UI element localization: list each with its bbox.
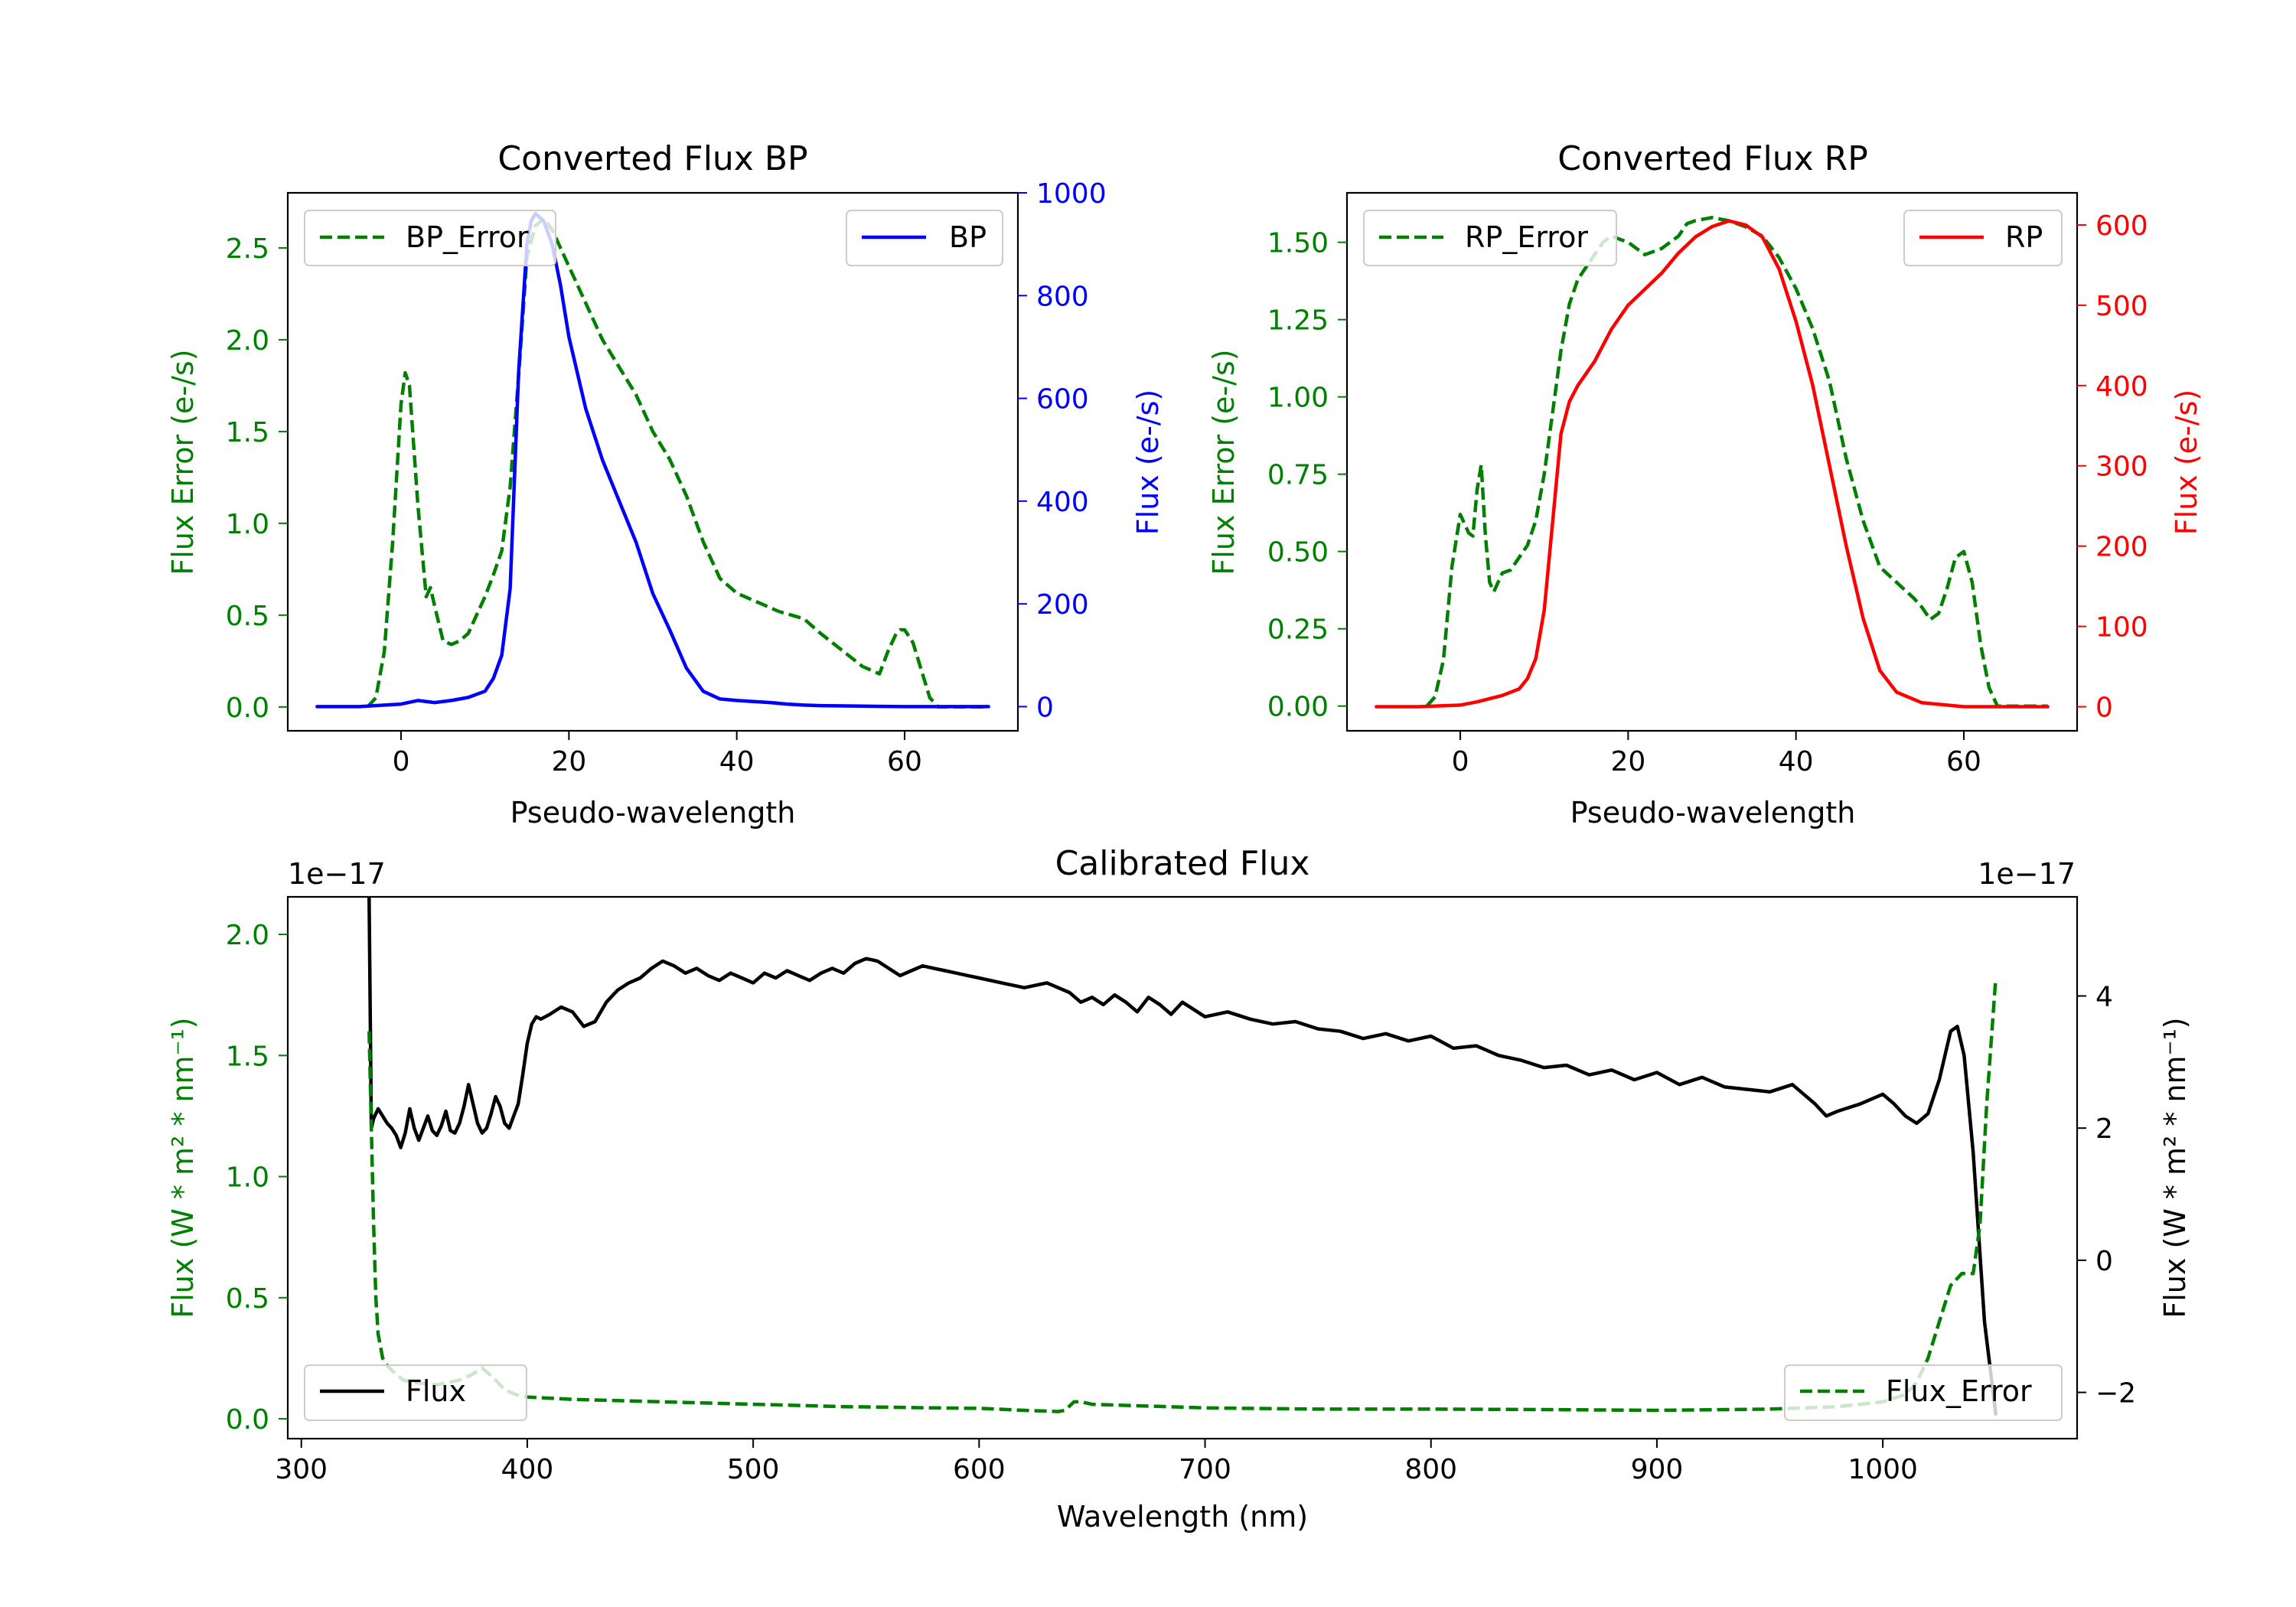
cal-y-right-tick-label: −2 [2095,1378,2136,1410]
bp-legend-flux-label: BP [949,220,987,254]
rp-legend-error: RP_Error [1363,210,1617,266]
cal-y-right-tick-label: 0 [2095,1246,2113,1277]
bp-panel: Converted Flux BP 0 20 40 60 0.0 0.5 1.0 1.5 2.0… [166,139,1165,830]
bp-x-tick-label: 60 [887,746,922,777]
cal-x-tick-label: 600 [953,1454,1006,1485]
rp-y-right-tick-label: 500 [2095,291,2148,322]
bp-y-left-tick-label: 2.0 [226,325,269,357]
cal-legend-error: Flux_Error [1784,1364,2063,1421]
rp-plot-frame [1345,191,2079,732]
rp-legend-flux-label: RP [2005,220,2043,254]
rp-y-right-tick-label: 300 [2095,451,2148,483]
cal-plot-frame [286,895,2079,1440]
rp-series-rp-line [1375,219,2050,709]
cal-x-tick-label: 800 [1404,1454,1457,1485]
cal-offset-left: 1e−17 [288,857,386,891]
bp-legend-flux: BP [846,210,1003,266]
rp-y-right-tick-label: 0 [2095,693,2113,724]
rp-series-rp-error-line [1425,216,2048,708]
bp-y-right-tick-label: 600 [1036,384,1089,416]
rp-y-left-tick-label: 1.00 [1267,383,1329,414]
cal-series-flux-line [367,897,1998,1416]
bp-ylabel-right: Flux (e-/s) [1131,390,1165,535]
bp-y-left-tick-label: 1.0 [226,509,269,540]
rp-y-left-tick-label: 0.25 [1267,614,1329,646]
rp-x-tick-label: 20 [1610,746,1645,777]
rp-ylabel-left: Flux Error (e-/s) [1207,349,1241,575]
bp-x-tick-label: 40 [719,746,755,777]
rp-panel: Converted Flux RP 0 20 40 60 0.00 0.25 0.50 0.7… [1207,139,2203,830]
rp-y-left-tick-label: 1.50 [1267,228,1329,259]
rp-x-tick-label: 0 [1452,746,1469,777]
rp-legend-error-label: RP_Error [1465,220,1588,254]
cal-ylabel-left: Flux (W * m² * nm⁻¹) [166,1017,200,1318]
cal-y-right-tick-label: 2 [2095,1113,2113,1145]
cal-y-left-tick-label: 1.5 [226,1041,269,1072]
rp-y-right-tick-label: 100 [2095,612,2148,644]
rp-legend-flux: RP [1903,210,2063,266]
cal-y-left-tick-label: 0.0 [226,1404,269,1436]
cal-legend-error-label: Flux_Error [1886,1374,2032,1408]
bp-series-bp-line [315,211,990,709]
rp-y-left-tick-label: 0.50 [1267,537,1329,569]
cal-x-tick-label: 700 [1179,1454,1231,1485]
cal-x-tick-label: 1000 [1848,1454,1918,1485]
cal-x-tick-label: 900 [1631,1454,1684,1485]
rp-y-left-tick-label: 1.25 [1267,305,1329,337]
rp-x-tick-label: 60 [1946,746,1981,777]
bp-y-right-tick-label: 400 [1036,487,1089,518]
bp-y-right-tick-label: 800 [1036,281,1089,312]
rp-y-left-tick-label: 0.75 [1267,460,1329,491]
bp-y-right-tick-label: 1000 [1036,178,1107,210]
bp-x-tick-label: 0 [393,746,410,777]
bp-series-bp-error-line [366,217,989,709]
cal-legend-flux: Flux [304,1364,527,1421]
bp-xlabel: Pseudo-wavelength [510,796,796,830]
bp-y-right-tick-label: 0 [1036,692,1054,723]
cal-y-right-tick-label: 4 [2095,982,2113,1013]
rp-x-tick-label: 40 [1779,746,1814,777]
cal-x-tick-label: 500 [727,1454,780,1485]
cal-y-left-tick-label: 1.0 [226,1162,269,1194]
cal-xlabel: Wavelength (nm) [1057,1500,1308,1534]
bp-y-left-tick-label: 1.5 [226,417,269,448]
cal-legend-flux-label: Flux [406,1374,466,1408]
cal-panel: Calibrated Flux 1e−17 1e−17 300 400 500 600… [166,844,2192,1534]
bp-legend-error: BP_Error [304,210,556,266]
cal-y-left-tick-label: 0.5 [226,1283,269,1315]
bp-y-left-tick-label: 2.5 [226,233,269,265]
cal-title: Calibrated Flux [1055,844,1310,883]
bp-x-tick-label: 20 [551,746,586,777]
cal-x-tick-label: 300 [275,1454,328,1485]
bp-title: Converted Flux BP [497,139,807,178]
rp-xlabel: Pseudo-wavelength [1570,796,1856,830]
cal-ylabel-right: Flux (W * m² * nm⁻¹) [2158,1017,2192,1318]
bp-y-right-tick-label: 200 [1036,589,1089,621]
cal-y-left-tick-label: 2.0 [226,920,269,951]
rp-y-right-tick-label: 400 [2095,371,2148,403]
rp-y-right-tick-label: 600 [2095,210,2148,242]
rp-ylabel-right: Flux (e-/s) [2170,390,2203,535]
cal-offset-right: 1e−17 [1978,857,2076,891]
rp-y-left-tick-label: 0.00 [1267,692,1329,723]
cal-x-tick-label: 400 [501,1454,554,1485]
bp-ylabel-left: Flux Error (e-/s) [166,349,200,575]
bp-y-left-tick-label: 0.5 [226,601,269,632]
rp-title: Converted Flux RP [1557,139,1868,178]
bp-plot-frame [286,191,1019,732]
bp-legend-error-label: BP_Error [406,220,529,254]
bp-y-left-tick-label: 0.0 [226,693,269,724]
rp-y-right-tick-label: 200 [2095,532,2148,563]
